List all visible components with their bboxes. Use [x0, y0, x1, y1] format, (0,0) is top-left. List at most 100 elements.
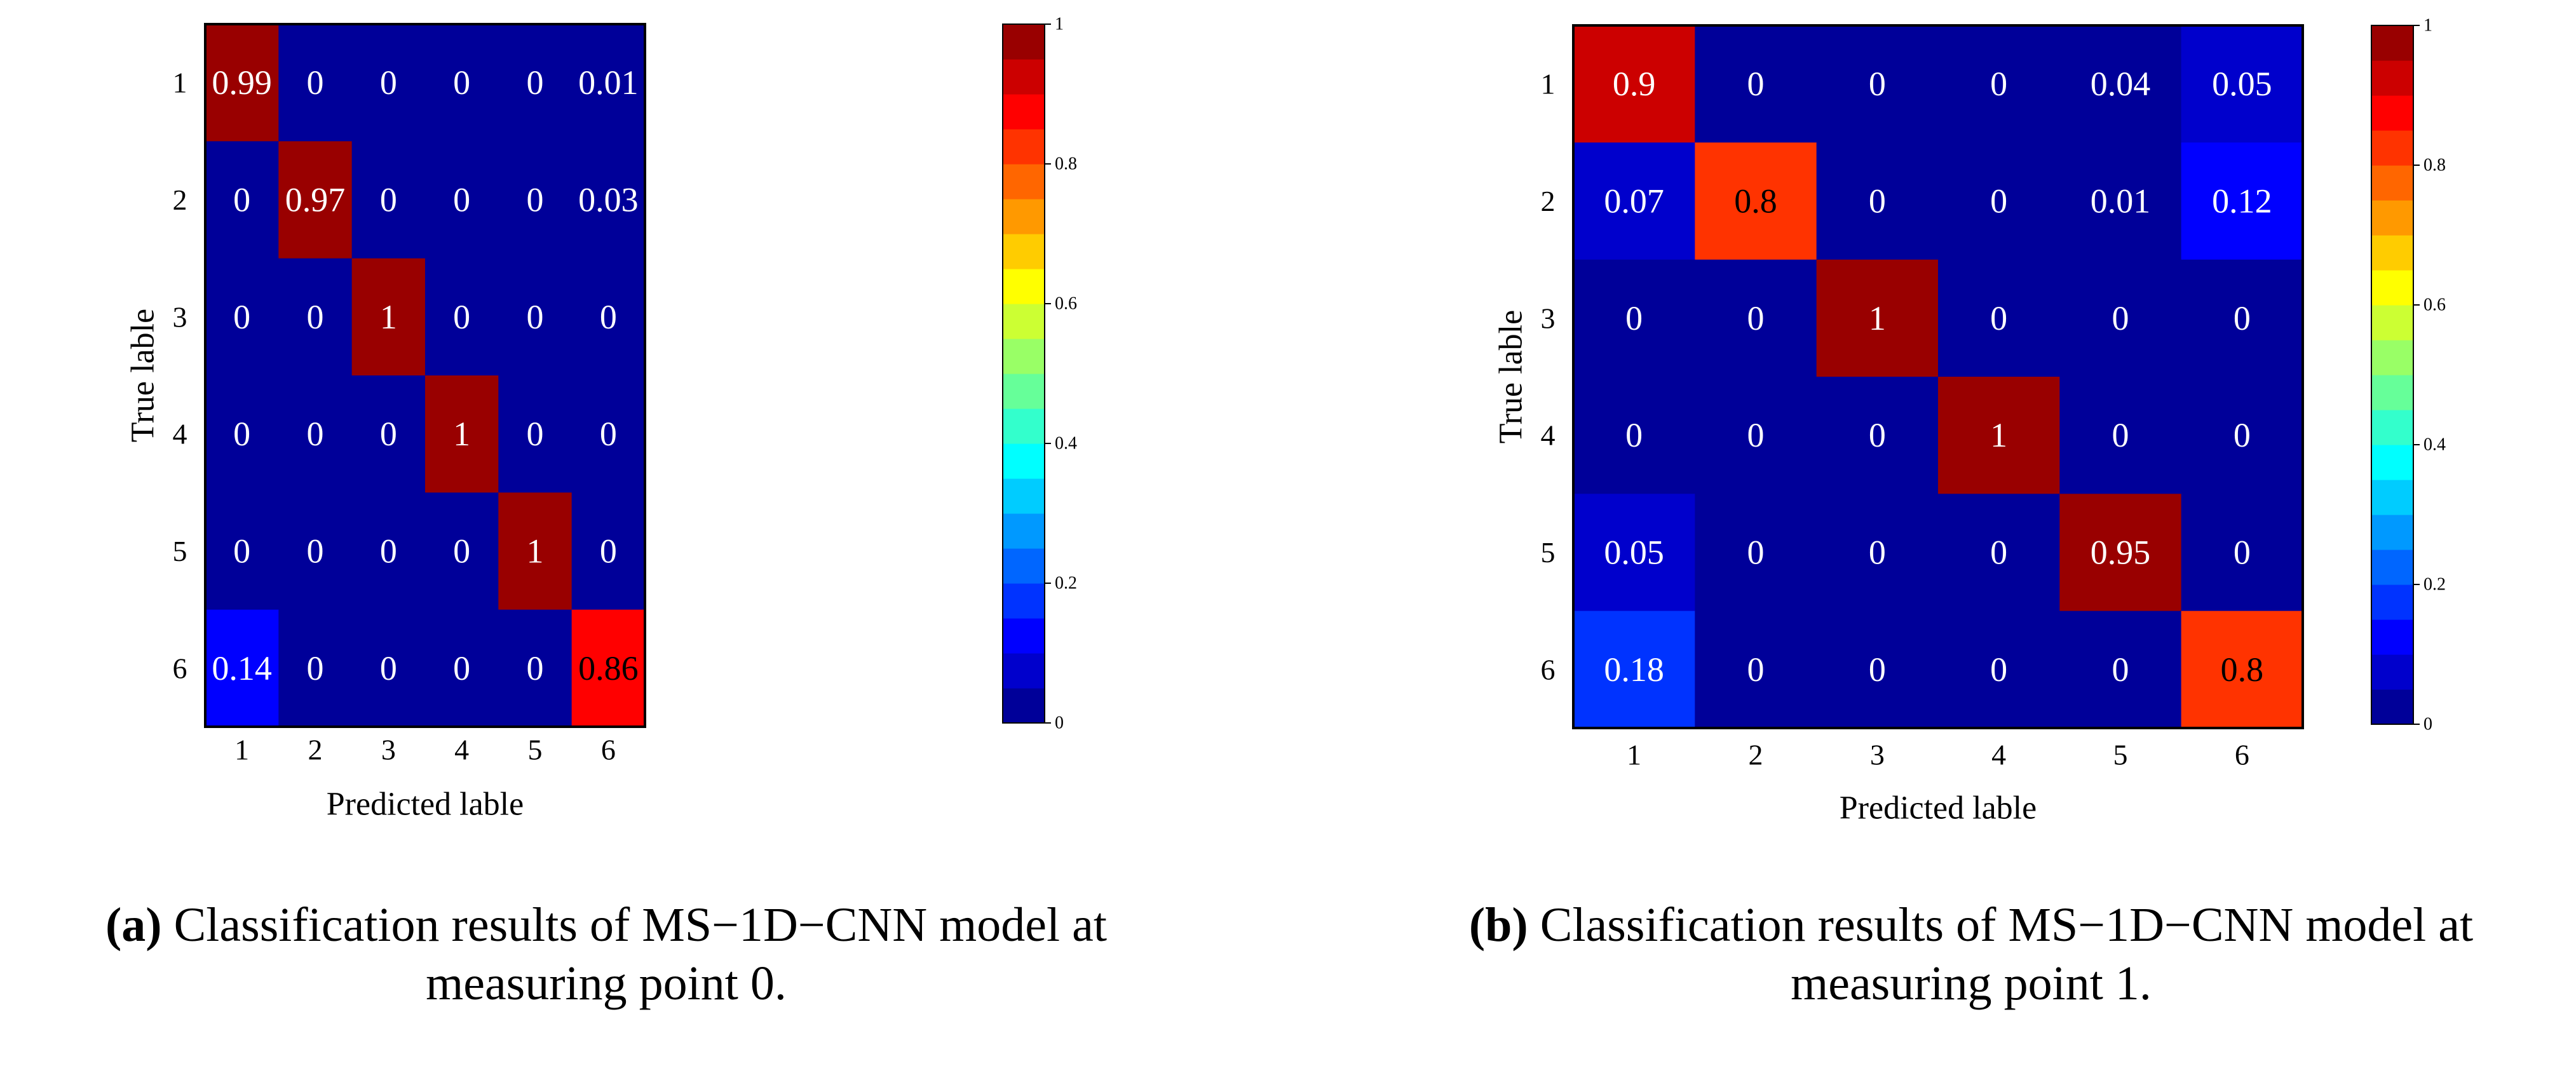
cell-value-label: 0.18: [1604, 651, 1664, 689]
y-axis-label: True lable: [1493, 310, 1529, 443]
heatmap-cell: [351, 24, 426, 142]
x-tick-label: 1: [234, 734, 249, 766]
colorbar-segment: [2371, 305, 2413, 341]
cell-value-label: 0: [380, 415, 397, 453]
colorbar-segment: [2371, 584, 2413, 620]
chart-b: 0.9 0 0 0 0.04 0.05 0.07 0.8 0 0 0.01 0.12 0 0 1 0 0 0 0 0 0…: [1493, 16, 2446, 826]
colorbar-segment: [2371, 235, 2413, 271]
colorbar-tick-label: 0.2: [2423, 575, 2446, 595]
heatmap-cell: [1816, 611, 1939, 729]
heatmap-cell: [2059, 259, 2182, 377]
heatmap-cell: [1816, 142, 1939, 260]
cell-value-label: 0: [233, 532, 250, 570]
heatmap-cell: [1816, 259, 1939, 377]
x-axis-label: Predicted lable: [327, 786, 524, 823]
heatmap-cell: [1816, 376, 1939, 494]
cell-value-label: 0: [306, 649, 323, 687]
cell-value-label: 0: [2112, 299, 2129, 337]
x-tick-label: 5: [527, 734, 542, 766]
heatmap-cell: [424, 24, 499, 142]
cell-value-label: 0: [1990, 299, 2007, 337]
cell-value-label: 0: [2112, 416, 2129, 454]
heatmap-cell: [498, 492, 573, 611]
colorbar-segment: [1003, 59, 1045, 95]
heatmap-cell: [278, 24, 353, 142]
heatmap-cell: [1937, 259, 2060, 377]
heatmap-cell: [351, 141, 426, 259]
heatmap-cell: [571, 24, 646, 142]
x-tick-label: 2: [308, 734, 322, 766]
heatmap-cell: [424, 492, 499, 611]
cell-value-label: 0: [1869, 533, 1886, 571]
colorbar-segment: [2371, 689, 2413, 725]
heatmap-cell: [1573, 611, 1695, 729]
heatmap-cell: [498, 258, 573, 376]
heatmap-cell: [498, 375, 573, 493]
cell-value-label: 0: [526, 298, 543, 336]
cell-value-label: 0.07: [1604, 182, 1664, 220]
colorbar-segment: [2371, 515, 2413, 550]
heatmap-cell: [205, 24, 279, 142]
y-tick-label: 3: [1541, 302, 1556, 334]
heatmap-cell: [571, 375, 646, 493]
caption-b-label: (b): [1468, 898, 1528, 952]
cell-value-label: 0: [1869, 65, 1886, 103]
heatmap-cell: [351, 492, 426, 611]
heatmap-cell: [278, 141, 353, 259]
colorbar-segment: [2371, 654, 2413, 690]
colorbar-segment: [1003, 374, 1045, 409]
y-tick-label: 2: [1541, 185, 1556, 217]
heatmap-cell: [2059, 494, 2182, 612]
colorbar-segment: [1003, 234, 1045, 269]
colorbar-segment: [2371, 445, 2413, 480]
cell-value-label: 0: [1747, 65, 1764, 103]
cell-value-label: 0: [306, 532, 323, 570]
heatmap-cell: [424, 141, 499, 259]
x-axis-label: Predicted lable: [1840, 790, 2037, 826]
cell-value-label: 0: [380, 532, 397, 570]
colorbar-segment: [1003, 478, 1045, 514]
x-tick-label: 2: [1748, 739, 1763, 771]
colorbar-segment: [1003, 513, 1045, 549]
colorbar-segment: [1003, 339, 1045, 374]
cell-value-label: 1: [526, 532, 543, 570]
cell-value-label: 0.01: [578, 64, 639, 102]
heatmap-cell: [571, 258, 646, 376]
plot-frame: [204, 23, 646, 728]
colorbar-segment: [2371, 480, 2413, 515]
cell-value-label: 0: [1625, 416, 1643, 454]
colorbar-segment: [2371, 95, 2413, 131]
colorbar-tick-label: 0: [1055, 713, 1064, 733]
cell-value-label: 0.04: [2091, 65, 2151, 103]
colorbar-segment: [1003, 199, 1045, 234]
cell-value-label: 0: [1869, 651, 1886, 689]
cell-value-label: 1: [453, 415, 470, 453]
cell-value-label: 0: [453, 532, 470, 570]
heatmap-cell: [1695, 494, 1817, 612]
cell-value-label: 0: [233, 298, 250, 336]
cell-value-label: 0: [1747, 416, 1764, 454]
cell-value-label: 0: [2234, 533, 2251, 571]
heatmap-cell: [498, 24, 573, 142]
caption-b-text: Classification results of MS−1D−CNN mode…: [1540, 898, 2474, 1010]
colorbar-frame: [1002, 24, 1045, 724]
x-tick-label: 1: [1627, 739, 1641, 771]
colorbar-segment: [1003, 583, 1045, 619]
heatmap-cell: [1695, 376, 1817, 494]
cell-value-label: 0: [453, 64, 470, 102]
heatmap-cell: [1573, 259, 1695, 377]
colorbar-segment: [1003, 129, 1045, 165]
colorbar-tick-label: 0.4: [2423, 435, 2446, 455]
heatmap-cell: [205, 258, 279, 376]
heatmap-cell: [1937, 142, 2060, 260]
cell-value-label: 0: [1990, 182, 2007, 220]
colorbar-tick-label: 0.8: [2423, 156, 2446, 175]
heatmap-cell: [205, 375, 279, 493]
heatmap-cell: [2059, 25, 2182, 143]
heatmap-cell: [424, 258, 499, 376]
cell-value-label: 0.05: [1604, 533, 1664, 571]
heatmap-cell: [205, 492, 279, 611]
heatmap-cell: [278, 492, 353, 611]
cell-value-label: 0: [1625, 299, 1643, 337]
heatmap-cell: [571, 609, 646, 727]
